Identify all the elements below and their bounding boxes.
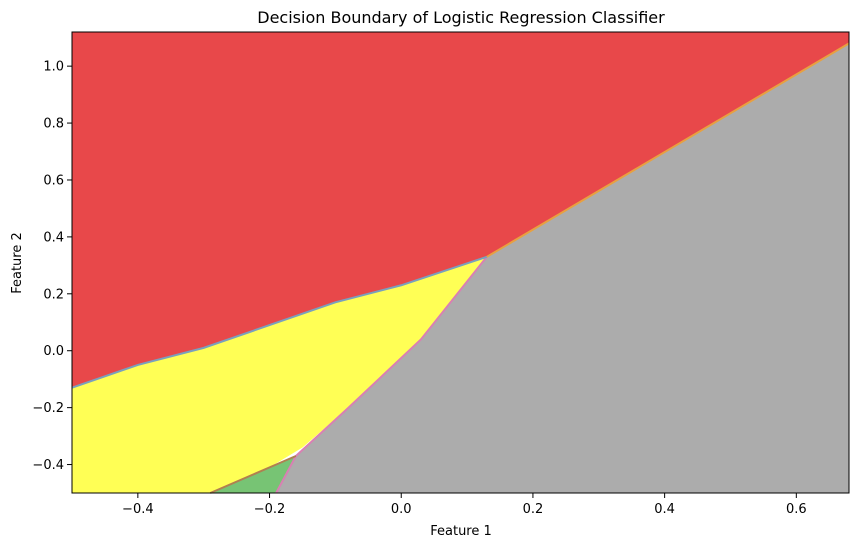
y-tick-label: 1.0 xyxy=(43,60,64,75)
y-tick-label: 0.8 xyxy=(43,117,64,132)
x-tick-label: 0.2 xyxy=(523,502,544,517)
y-axis: −0.4 −0.2 0.0 0.2 0.4 0.6 0.8 1.0 xyxy=(32,60,72,473)
y-tick-label: −0.4 xyxy=(32,458,64,473)
x-axis-label: Feature 1 xyxy=(430,524,492,539)
x-tick-label: 0.4 xyxy=(654,502,675,517)
y-tick-label: 0.2 xyxy=(43,287,64,302)
y-tick-label: 0.4 xyxy=(43,230,64,245)
boundary-lines xyxy=(71,42,850,494)
x-tick-label: 0.6 xyxy=(786,502,807,517)
y-tick-label: 0.6 xyxy=(43,173,64,188)
boundary-line-4 xyxy=(209,455,297,494)
y-tick-label: 0.0 xyxy=(43,344,64,359)
y-axis-label: Feature 2 xyxy=(10,232,25,294)
y-tick-label: −0.2 xyxy=(32,401,64,416)
plot-area xyxy=(72,32,850,493)
boundary-line-1 xyxy=(275,256,488,494)
boundary-line-3 xyxy=(486,42,850,258)
boundary-line-2 xyxy=(71,255,488,389)
plot-frame xyxy=(71,31,850,494)
region-yellow xyxy=(72,256,487,493)
x-axis: −0.4 −0.2 0.0 0.2 0.4 0.6 xyxy=(122,493,807,517)
x-tick-label: −0.4 xyxy=(122,502,154,517)
x-tick-label: −0.2 xyxy=(254,502,286,517)
x-tick-label: 0.0 xyxy=(391,502,412,517)
region-red xyxy=(72,32,849,388)
region-gray xyxy=(276,43,850,493)
chart-title: Decision Boundary of Logistic Regression… xyxy=(257,8,665,27)
